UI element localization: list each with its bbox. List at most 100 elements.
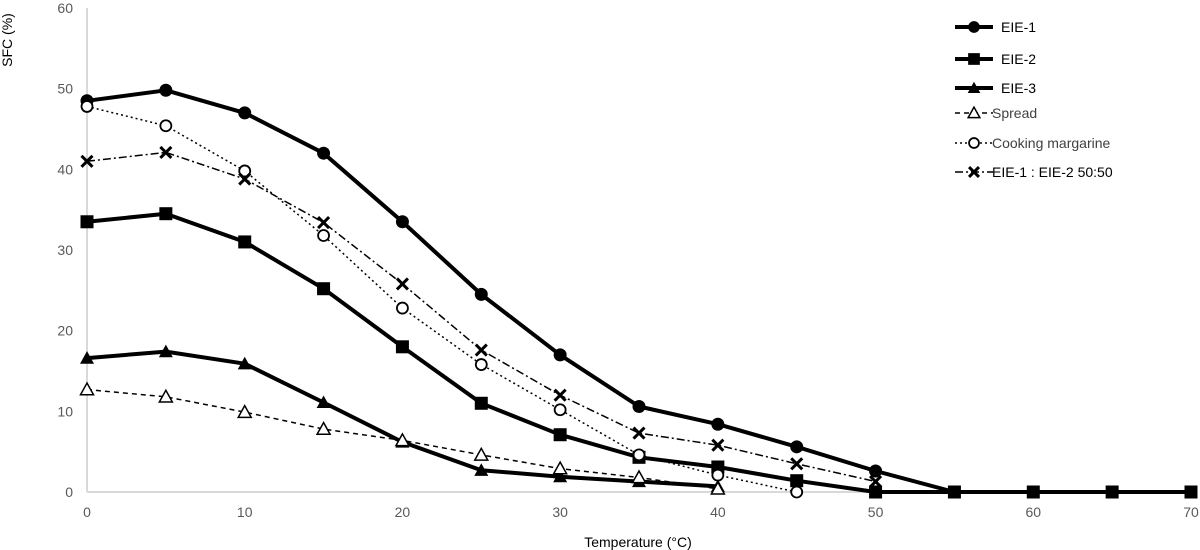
data-point-eie-3 <box>553 469 568 483</box>
data-point-spread <box>394 432 411 447</box>
data-point-eie-3 <box>474 463 489 476</box>
x-tick-label: 60 <box>1025 504 1041 520</box>
data-point-spread <box>79 381 95 396</box>
x-tick-label: 20 <box>395 504 411 520</box>
x-tick-label: 0 <box>83 504 91 520</box>
data-point-cooking-margarine <box>238 164 252 178</box>
y-tick-label: 20 <box>57 323 73 339</box>
series-cooking-margarine <box>80 100 804 499</box>
legend-label: EIE-1 : EIE-2 50:50 <box>992 164 1113 180</box>
data-point-eie-2 <box>238 235 252 249</box>
data-point-eie-3 <box>80 351 94 364</box>
data-point-eie-1 <box>790 440 804 454</box>
data-point-eie-1 <box>553 348 567 362</box>
data-point-eie-2 <box>1026 485 1040 499</box>
x-tick-label: 40 <box>710 504 726 520</box>
data-point-eie-2 <box>80 215 94 229</box>
data-point-cooking-margarine <box>396 301 409 315</box>
data-point-eie-2 <box>159 207 173 221</box>
data-point-eie-1-eie-2-50-50 <box>790 457 804 471</box>
data-point-eie-2 <box>317 282 331 296</box>
axes: 0 10 20 30 40 50 60 0 10 20 30 40 50 60 70 <box>57 0 1199 520</box>
series-line-eie-3 <box>86 349 719 489</box>
legend-label: EIE-2 <box>1001 51 1036 67</box>
data-point-eie-2 <box>947 485 961 499</box>
legend-item-eie-1: EIE-1 <box>955 19 1036 35</box>
x-axis-title: Temperature (°C) <box>584 534 692 550</box>
legend-item-eie-2: EIE-2 <box>955 51 1036 67</box>
legend-marker <box>967 81 981 94</box>
data-point-spread <box>631 469 647 484</box>
data-point-spread <box>552 460 568 475</box>
data-point-eie-1-eie-2-50-50 <box>159 145 173 159</box>
x-tick-label: 50 <box>868 504 884 520</box>
legend-marker <box>968 137 980 149</box>
legend-item-cooking-margarine: Cooking margarine <box>955 135 1110 151</box>
y-tick-label: 40 <box>57 161 73 177</box>
data-point-eie-1 <box>632 399 646 413</box>
legend-label: EIE-3 <box>1001 80 1036 96</box>
data-point-eie-1-eie-2-50-50 <box>80 154 94 168</box>
data-point-eie-1 <box>238 106 252 120</box>
data-point-cooking-margarine <box>711 468 725 482</box>
y-tick-label: 50 <box>57 81 73 97</box>
data-point-cooking-margarine <box>80 100 94 113</box>
legend: EIE-1 EIE-2 EIE-3 Spread Cooking margarine EI… <box>955 19 1113 180</box>
data-point-cooking-margarine <box>317 229 330 242</box>
data-point-eie-3 <box>158 344 173 358</box>
legend-item-eie-1-eie-2-50-50: EIE-1 : EIE-2 50:50 <box>955 164 1113 180</box>
legend-item-eie-3: EIE-3 <box>955 80 1036 96</box>
data-point-eie-1 <box>159 83 173 97</box>
data-point-spread <box>158 388 174 403</box>
x-tick-label: 30 <box>552 504 568 520</box>
data-point-eie-2 <box>553 428 567 442</box>
data-point-eie-2 <box>869 485 883 499</box>
legend-marker <box>968 53 980 65</box>
data-point-eie-2 <box>1105 485 1119 499</box>
x-tick-label: 70 <box>1183 504 1199 520</box>
series-line-cooking-margarine <box>86 105 797 493</box>
y-tick-label: 10 <box>57 403 73 419</box>
data-point-eie-1-eie-2-50-50 <box>553 388 567 402</box>
y-tick-label: 30 <box>57 242 73 258</box>
data-point-cooking-margarine <box>553 403 567 417</box>
data-point-cooking-margarine <box>632 448 646 462</box>
y-tick-label: 60 <box>57 0 73 16</box>
x-tick-label: 10 <box>237 504 253 520</box>
y-axis-title: SFC (%) <box>0 13 15 67</box>
data-point-spread <box>315 421 332 436</box>
data-point-eie-1 <box>869 464 883 478</box>
data-point-eie-1-eie-2-50-50 <box>474 343 488 357</box>
data-point-eie-1 <box>474 287 488 301</box>
legend-label: Spread <box>992 105 1037 121</box>
legend-item-spread: Spread <box>955 105 1037 121</box>
series-eie-3 <box>80 344 725 492</box>
data-point-spread <box>710 480 726 495</box>
data-point-eie-3 <box>316 395 331 409</box>
y-tick-label: 0 <box>65 484 73 500</box>
series-eie-1-eie-2-50-50 <box>80 145 883 489</box>
series-layer <box>79 83 1198 499</box>
data-point-cooking-margarine <box>474 358 488 371</box>
legend-label: EIE-1 <box>1001 19 1036 35</box>
data-point-eie-2 <box>1184 485 1198 499</box>
data-point-eie-1-eie-2-50-50 <box>395 277 409 291</box>
data-point-cooking-margarine <box>790 485 804 499</box>
data-point-eie-2 <box>474 396 488 410</box>
series-line-eie-1-eie-2-50-50 <box>86 151 876 483</box>
data-point-cooking-margarine <box>159 119 173 133</box>
data-point-eie-1-eie-2-50-50 <box>238 172 252 186</box>
data-point-eie-1-eie-2-50-50 <box>632 426 646 440</box>
series-spread <box>79 381 726 495</box>
data-point-eie-1-eie-2-50-50 <box>711 438 725 452</box>
legend-marker <box>968 21 980 33</box>
legend-marker <box>966 105 982 119</box>
data-point-eie-1 <box>317 146 331 160</box>
data-point-eie-1 <box>395 215 409 229</box>
data-point-eie-1-eie-2-50-50 <box>869 474 883 489</box>
legend-marker <box>967 165 981 179</box>
data-point-spread <box>473 446 490 461</box>
data-point-eie-1-eie-2-50-50 <box>317 216 331 230</box>
data-point-eie-2 <box>790 474 804 488</box>
